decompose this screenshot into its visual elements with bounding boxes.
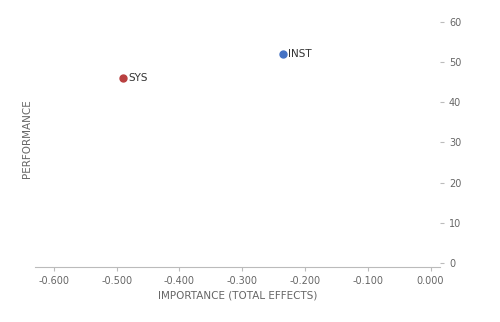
Text: SYS: SYS <box>128 73 148 83</box>
Point <box>279 52 287 57</box>
Text: INST: INST <box>288 49 312 59</box>
Point <box>119 76 127 81</box>
X-axis label: IMPORTANCE (TOTAL EFFECTS): IMPORTANCE (TOTAL EFFECTS) <box>158 290 317 300</box>
Y-axis label: PERFORMANCE: PERFORMANCE <box>22 99 32 178</box>
